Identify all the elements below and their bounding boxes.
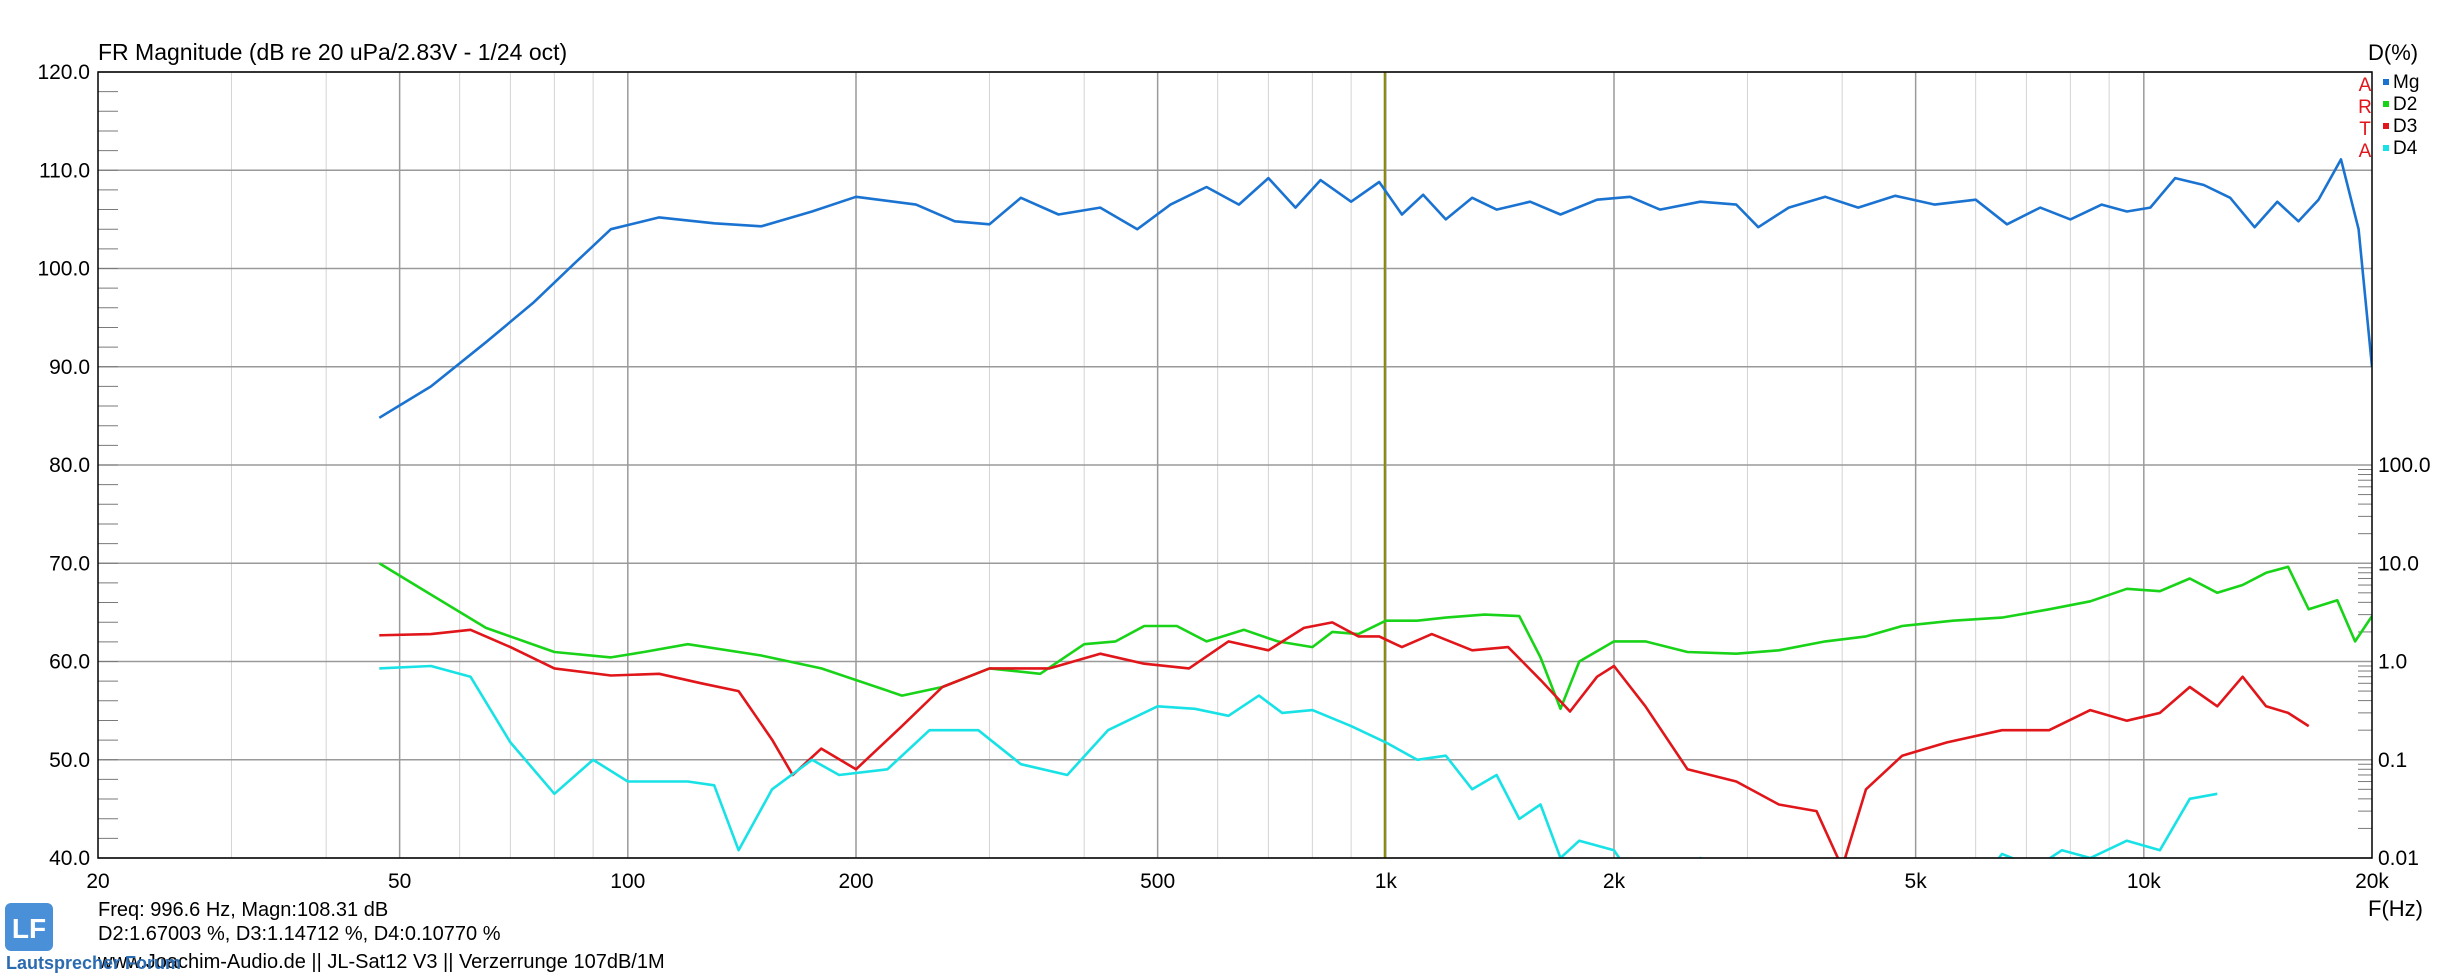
series-d4-line	[379, 664, 2218, 858]
series-mg-line	[378, 158, 2372, 419]
x-tick-label: 20	[86, 870, 109, 893]
legend-swatch	[2383, 79, 2389, 85]
legend-entry: Mg	[2393, 72, 2419, 93]
logo-mark: LF	[12, 913, 46, 944]
x-axis-label: F(Hz)	[2368, 896, 2423, 921]
y-tick-label: 40.0	[49, 847, 90, 870]
right-y-tick-label: 1.0	[2378, 651, 2407, 674]
x-tick-label: 50	[388, 870, 411, 893]
arta-letter: T	[2359, 119, 2371, 140]
legend-entry: D4	[2393, 138, 2418, 159]
y-tick-label: 70.0	[49, 552, 90, 575]
plot-frame	[97, 71, 2373, 859]
series-group	[378, 158, 2372, 858]
legend-entry: D2	[2393, 94, 2417, 115]
logo-caption: Lautsprecher Forum	[6, 953, 182, 973]
x-tick-label: 5k	[1905, 870, 1928, 893]
readout-line-2: D2:1.67003 %, D3:1.14712 %, D4:0.10770 %	[98, 923, 501, 945]
right-y-tick-label: 0.1	[2378, 749, 2407, 772]
x-tick-label: 10k	[2127, 870, 2161, 893]
x-tick-label: 200	[838, 870, 873, 893]
y-tick-label: 110.0	[39, 159, 90, 182]
x-tick-label: 20k	[2355, 870, 2389, 893]
arta-letter: R	[2358, 97, 2372, 118]
chart-title: FR Magnitude (dB re 20 uPa/2.83V - 1/24 …	[98, 39, 567, 65]
readout-line-3: www.Joachim-Audio.de || JL-Sat12 V3 || V…	[97, 951, 665, 973]
y-tick-label: 90.0	[49, 356, 90, 379]
x-tick-label: 100	[610, 870, 645, 893]
x-tick-label: 500	[1140, 870, 1175, 893]
arta-letter: A	[2359, 141, 2372, 162]
x-tick-label: 2k	[1603, 870, 1626, 893]
series-d3-line	[379, 621, 2310, 858]
right-y-tick-label: 0.01	[2378, 847, 2419, 870]
y-tick-label: 50.0	[49, 749, 90, 772]
y-tick-label: 80.0	[49, 454, 90, 477]
legend-swatch	[2383, 145, 2389, 151]
readout-line-1: Freq: 996.6 Hz, Magn:108.31 dB	[98, 899, 388, 921]
y-tick-label: 100.0	[37, 258, 90, 281]
series-d2-line	[378, 562, 2372, 711]
legend-swatch	[2383, 123, 2389, 129]
right-y-tick-label: 100.0	[2378, 454, 2431, 477]
legend-entry: D3	[2393, 116, 2417, 137]
y-tick-label: 120.0	[37, 61, 90, 84]
grid	[98, 71, 2372, 859]
y-tick-label: 60.0	[49, 651, 90, 674]
x-tick-label: 1k	[1375, 870, 1398, 893]
right-y-tick-label: 10.0	[2378, 552, 2419, 575]
arta-letter: A	[2359, 75, 2372, 96]
axes: 120.0 110.0 100.0 90.0 80.0 70.0 60.0 50.0 40.0 1…	[37, 61, 2430, 893]
legend-swatch	[2383, 101, 2389, 107]
right-axis-title: D(%)	[2368, 40, 2418, 65]
lf-logo-icon: LF	[5, 903, 53, 951]
